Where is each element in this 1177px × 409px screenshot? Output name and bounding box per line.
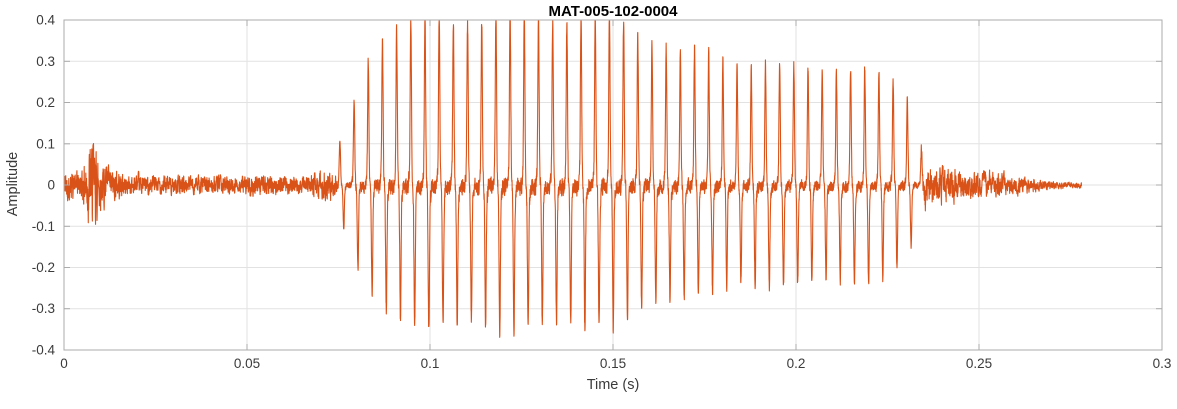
y-axis-label: Amplitude [5, 151, 21, 217]
y-tick-label: 0.2 [36, 95, 55, 110]
x-axis-label: Time (s) [586, 377, 640, 393]
y-tick-label: -0.3 [32, 301, 55, 316]
x-tick-label: 0.3 [1153, 356, 1172, 371]
x-tick-label: 0.1 [421, 356, 440, 371]
y-tick-label: 0 [47, 178, 55, 193]
x-tick-label: 0 [60, 356, 68, 371]
y-tick-label: 0.3 [36, 54, 55, 69]
chart-title: MAT-005-102-0004 [548, 3, 678, 20]
x-tick-label: 0.2 [787, 356, 806, 371]
x-tick-label: 0.25 [966, 356, 992, 371]
y-tick-label: 0.4 [36, 13, 55, 28]
x-tick-label: 0.05 [234, 356, 260, 371]
y-tick-label: -0.2 [32, 260, 55, 275]
x-tick-label: 0.15 [600, 356, 626, 371]
y-tick-label: 0.1 [36, 136, 55, 151]
waveform-line [63, 19, 1083, 338]
y-tick-label: -0.1 [32, 219, 55, 234]
y-tick-label: -0.4 [32, 343, 56, 358]
